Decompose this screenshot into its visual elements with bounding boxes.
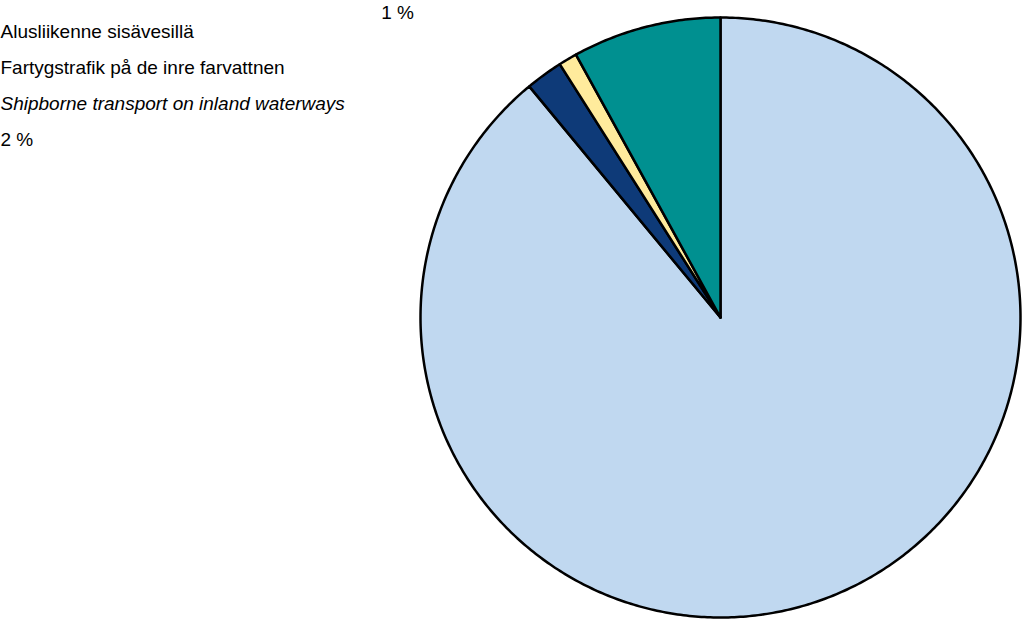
svg-text:Fartygstrafik på de inre farva: Fartygstrafik på de inre farvattnen bbox=[1, 57, 285, 78]
svg-text:Shipborne transport on inland: Shipborne transport on inland waterways bbox=[1, 93, 346, 114]
svg-text:1 %: 1 % bbox=[381, 2, 414, 23]
svg-text:2 %: 2 % bbox=[1, 129, 34, 150]
svg-text:Alusliikenne sisävesillä: Alusliikenne sisävesillä bbox=[1, 21, 195, 42]
